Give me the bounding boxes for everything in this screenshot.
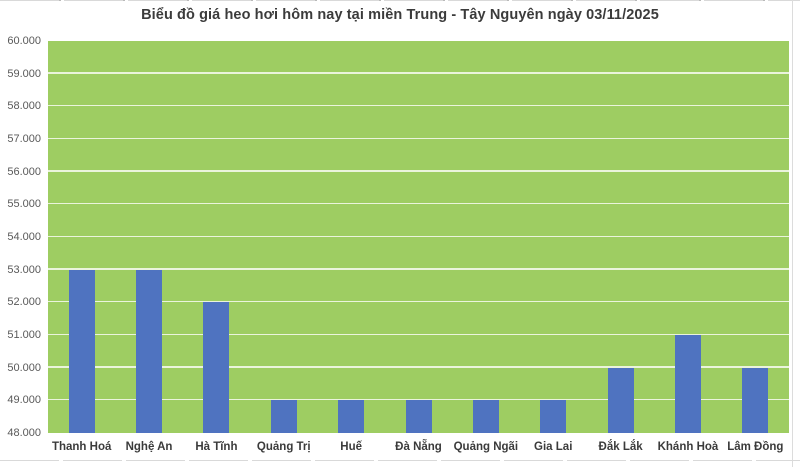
gridline <box>48 366 789 368</box>
x-tick-label: Thanh Hoá <box>51 441 112 453</box>
gridline <box>48 268 789 270</box>
bar-Khánh Hoà <box>674 335 701 433</box>
gridline <box>48 72 789 74</box>
right-frame-line <box>792 0 793 467</box>
bar-Đắk Lắk <box>607 367 634 433</box>
bar-Gia Lai <box>540 400 567 433</box>
y-tick-label: 58.000 <box>7 100 41 113</box>
y-tick-label: 54.000 <box>7 231 41 243</box>
y-tick-label: 57.000 <box>7 133 41 145</box>
x-tick-label: Đắk Lắk <box>598 441 643 453</box>
x-tick-label: Nghệ An <box>125 441 173 453</box>
gridline <box>48 333 789 335</box>
gridline <box>48 170 789 172</box>
y-axis: 48.000 49.000 50.000 51.000 52.000 53.000 54.0… <box>0 0 44 467</box>
y-tick-label: 53.000 <box>7 263 41 276</box>
x-tick-label: Quảng Ngãi <box>453 441 519 453</box>
bar-Quảng Ngãi <box>472 400 499 433</box>
y-tick-label: 55.000 <box>7 198 41 211</box>
y-tick-label: 56.000 <box>7 165 41 178</box>
bar-Nghệ An <box>136 269 163 433</box>
y-tick-label: 50.000 <box>7 361 41 374</box>
plot-area <box>48 41 789 433</box>
bar-Đà Nẵng <box>405 400 432 433</box>
y-tick-label: 60.000 <box>7 35 41 47</box>
x-tick-label: Hà Tĩnh <box>195 441 238 453</box>
bar-Quảng Trị <box>270 400 297 433</box>
y-tick-label: 49.000 <box>7 394 41 407</box>
y-tick-label: 52.000 <box>7 296 41 309</box>
bottom-frame-line <box>0 460 800 461</box>
gridline <box>48 202 789 205</box>
gridline <box>48 104 789 107</box>
bar-Hà Tĩnh <box>203 302 230 433</box>
top-frame-line <box>0 0 800 1</box>
y-tick-label: 51.000 <box>7 329 41 341</box>
x-tick-label: Gia Lai <box>534 441 573 453</box>
chart-title: Biểu đồ giá heo hơi hôm nay tại miền Tru… <box>141 7 659 23</box>
bar-Thanh Hoá <box>68 269 95 433</box>
x-tick-label: Quảng Trị <box>256 441 311 453</box>
bar-Huế <box>338 400 365 433</box>
y-tick-label: 48.000 <box>7 427 41 439</box>
gridline <box>48 398 789 401</box>
x-axis: Thanh Hoá Nghệ An Hà Tĩnh Quảng Trị Huế Đà Nẵ… <box>48 441 789 461</box>
x-tick-label: Huế <box>340 441 362 453</box>
x-tick-label: Lâm Đồng <box>727 441 784 453</box>
x-tick-label: Khánh Hoà <box>657 441 719 453</box>
gridline <box>48 235 789 237</box>
y-tick-label: 59.000 <box>7 67 41 80</box>
x-tick-label: Đà Nẵng <box>395 441 442 453</box>
bar-Lâm Đồng <box>742 367 769 433</box>
gridline <box>48 137 789 139</box>
gridline <box>48 300 789 303</box>
